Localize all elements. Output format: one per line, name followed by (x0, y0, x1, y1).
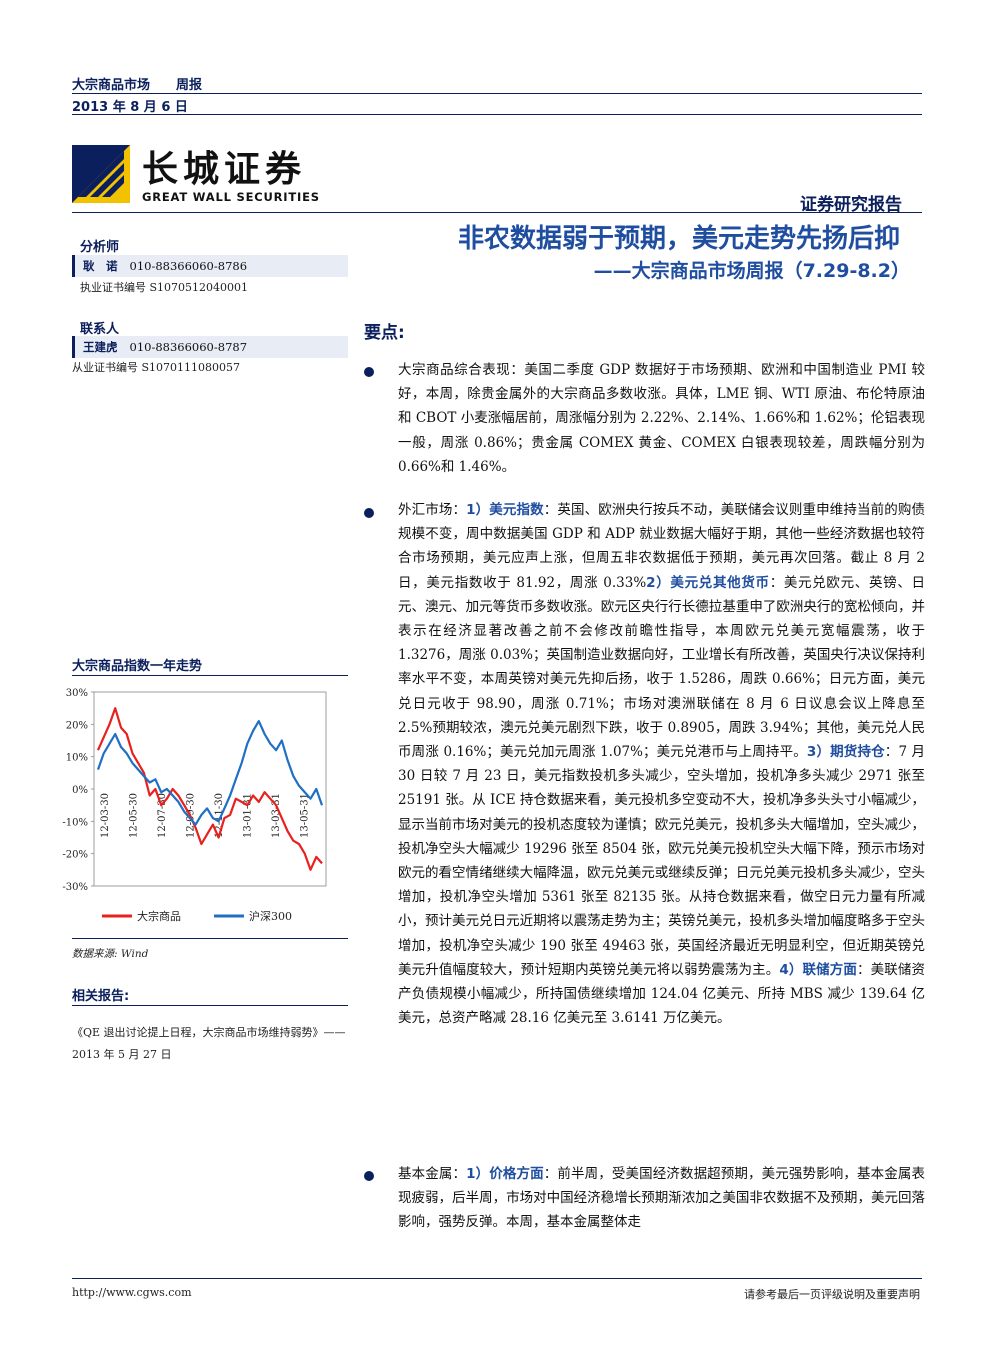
sub-title: ——大宗商品市场周报（7.29-8.2） (593, 260, 910, 282)
chart-bottom-rule (72, 938, 348, 939)
bullet-icon (364, 367, 374, 377)
paragraph-forex: 外汇市场：1）美元指数：英国、欧洲央行按兵不动，美联储会议则重申维持当前的购债规… (398, 498, 925, 1030)
footer-url[interactable]: http://www.cgws.com (72, 1286, 192, 1299)
contact-cert: 从业证书编号 S1070111080057 (72, 361, 241, 374)
related-rule (72, 1005, 348, 1006)
data-source: 数据来源: Wind (72, 948, 149, 960)
metals-h1: 1）价格方面 (466, 1166, 544, 1182)
header-rule (72, 93, 922, 94)
y-tick-label: -20% (62, 850, 88, 861)
paragraph-commodities: 大宗商品综合表现：美国二季度 GDP 数据好于市场预期、欧洲和中国制造业 PMI… (398, 362, 925, 475)
x-tick-label: 12-11-30 (214, 793, 225, 838)
contact-row: 王建虎 010-88366060-8787 (72, 336, 348, 358)
forex-h2: 2）美元兑其他货币 (646, 574, 770, 591)
logo-chinese-name: 长城证券 (142, 148, 307, 190)
related-reports-title: 相关报告: (72, 989, 130, 1004)
y-tick-label: 10% (66, 753, 88, 764)
analyst-label: 分析师 (80, 240, 120, 255)
chart-title: 大宗商品指数一年走势 (72, 659, 203, 674)
key-points-title: 要点: (364, 323, 405, 343)
report-date: 2013 年 8 月 6 日 (72, 100, 188, 115)
forex-h1: 1）美元指数 (466, 502, 544, 518)
metals-t1: ：前半周，受美国经济数据超预期，美元强势影响，基本金属表现疲弱，后半周，市场对中… (398, 1166, 925, 1231)
forex-t3: ：7 月 30 日较 7 月 23 日，美元指数投机多头减少，空头增加，投机净多… (398, 744, 925, 978)
report-type-label: 证券研究报告 (800, 195, 902, 215)
legend-label: 大宗商品 (137, 909, 181, 923)
x-tick-label: 12-03-30 (100, 793, 111, 838)
header-rule-2 (72, 114, 922, 115)
forex-h3: 3）期货持仓 (806, 744, 885, 761)
footer-rule (72, 1278, 922, 1279)
x-tick-label: 13-03-31 (271, 793, 282, 838)
commodity-index-chart: 30% 20% 10% 0% -10% -20% -30% 12-03-30 12-05-30 1… (62, 688, 327, 923)
plot-frame (93, 691, 327, 887)
forex-t4: ：美联储资产负债规模小幅减少，所持国债继续增加 124.04 亿美元、所持 MB… (398, 961, 925, 1027)
series-line-csi300 (96, 719, 324, 826)
analyst-cert: 执业证书编号 S1070512040001 (80, 281, 249, 294)
legend-label: 沪深300 (249, 909, 292, 923)
logo-english-name: GREAT WALL SECURITIES (142, 190, 320, 204)
chart-title-rule (72, 675, 348, 676)
report-category: 大宗商品市场 周报 (72, 74, 202, 93)
x-tick-label: 12-07-30 (157, 793, 168, 838)
y-tick-label: 20% (66, 720, 88, 731)
footer-disclaimer-note: 请参考最后一页评级说明及重要声明 (744, 1288, 920, 1301)
great-wall-logo-icon (72, 145, 130, 203)
forex-t2: ：美元兑欧元、英镑、日元、澳元、加元等货币多数收涨。欧元区央行行长德拉基重申了欧… (398, 574, 925, 761)
y-tick-label: 30% (66, 688, 88, 699)
metals-lead: 基本金属： (398, 1166, 467, 1182)
x-tick-label: 12-05-30 (129, 793, 140, 838)
contact-name: 王建虎 (83, 340, 118, 354)
analyst-name: 耿 诺 (83, 259, 118, 273)
y-tick-label: -10% (62, 817, 88, 828)
paragraph-base-metals: 基本金属：1）价格方面：前半周，受美国经济数据超预期，美元强势影响，基本金属表现… (398, 1162, 925, 1235)
contact-phone: 010-88366060-8787 (129, 340, 248, 354)
x-tick-label: 13-01-31 (243, 793, 254, 838)
related-report-item[interactable]: 《QE 退出讨论提上日程，大宗商品市场维持弱势》——2013 年 5 月 27 … (72, 1026, 346, 1061)
analyst-row: 耿 诺 010-88366060-8786 (72, 255, 348, 277)
report-category-name: 大宗商品市场 (72, 78, 151, 93)
bullet-icon (364, 508, 374, 518)
analyst-phone: 010-88366060-8786 (129, 259, 248, 273)
contact-label: 联系人 (80, 322, 120, 337)
forex-lead: 外汇市场： (398, 502, 467, 518)
main-title: 非农数据弱于预期，美元走势先扬后抑 (457, 224, 900, 254)
y-tick-label: 0% (72, 785, 88, 796)
series-line-commodity (96, 707, 323, 871)
x-tick-label: 13-05-31 (300, 793, 311, 838)
report-frequency: 周报 (176, 78, 203, 93)
forex-t1: ：英国、欧洲央行按兵不动，美联储会议则重申维持当前的购债规模不变，周中数据美国 … (398, 502, 925, 591)
logo-rule (72, 212, 922, 213)
forex-h4: 4）联储方面 (779, 961, 858, 978)
bullet-icon (364, 1171, 374, 1181)
y-tick-label: -30% (62, 882, 88, 893)
